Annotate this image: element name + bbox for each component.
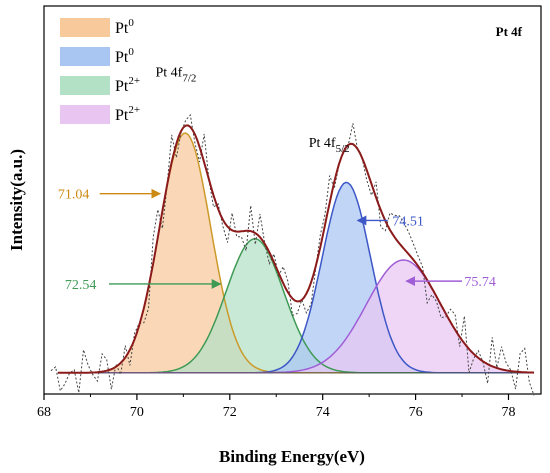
x-tick-label-78: 78 xyxy=(501,405,515,420)
x-tick-label-72: 72 xyxy=(223,405,237,420)
y-axis-title: Intensity(a.u.) xyxy=(7,149,26,251)
legend-swatch-3 xyxy=(60,105,110,124)
peak-labels: Pt 4f7/2 Pt 4f5/2 xyxy=(155,66,349,156)
legend-label-0: Pt0 xyxy=(115,17,134,37)
plot-frame xyxy=(43,5,542,395)
x-tick-label-74: 74 xyxy=(316,405,330,420)
peak-fill-0 xyxy=(57,133,535,373)
envelope-line xyxy=(57,124,535,374)
legend-label-3: Pt2+ xyxy=(115,104,140,124)
x-tick-label-70: 70 xyxy=(130,405,144,420)
peak-annotations: 71.04 72.54 74.51 75.74 xyxy=(58,188,496,293)
corner-label: Pt 4f xyxy=(496,24,523,39)
x-tick-label-76: 76 xyxy=(409,405,423,420)
x-axis-title: Binding Energy(eV) xyxy=(219,447,365,466)
peak-fills xyxy=(57,133,535,373)
annotation-label-1: 72.54 xyxy=(65,278,97,293)
raw-data-line xyxy=(50,113,535,396)
peak-label-0: Pt 4f7/2 xyxy=(155,66,196,85)
legend-swatch-0 xyxy=(60,18,110,37)
peak-label-1: Pt 4f5/2 xyxy=(309,136,350,155)
legend-swatch-2 xyxy=(60,76,110,95)
legend-label-1: Pt0 xyxy=(115,46,134,66)
legend-label-2: Pt2+ xyxy=(115,75,140,95)
legend: Pt0 Pt0 Pt2+ Pt2+ xyxy=(60,17,140,124)
peak-fill-3 xyxy=(57,260,535,373)
annotation-label-2: 74.51 xyxy=(392,214,424,229)
legend-swatch-1 xyxy=(60,47,110,66)
annotation-label-3: 75.74 xyxy=(464,275,496,290)
annotation-label-0: 71.04 xyxy=(58,188,90,203)
x-tick-label-68: 68 xyxy=(37,405,51,420)
x-axis-ticks: 68 70 72 74 76 78 xyxy=(37,394,515,420)
peak-fill-1 xyxy=(57,238,535,373)
